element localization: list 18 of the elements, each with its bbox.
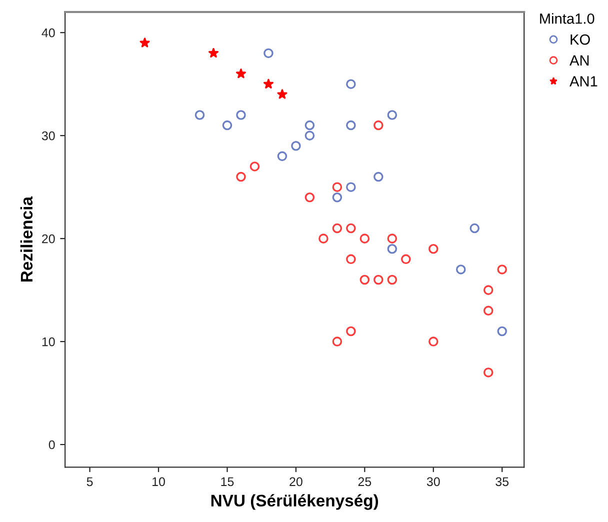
x-tick-label: 10: [152, 477, 165, 486]
x-tick-label: 5: [86, 477, 93, 486]
y-axis-title: Reziliencia: [20, 196, 33, 282]
x-tick-label: 15: [221, 477, 234, 486]
y-tick-label: 10: [42, 337, 55, 346]
y-tick-label: 30: [42, 131, 55, 140]
x-tick-label: 20: [290, 477, 302, 486]
legend-label: AN: [570, 55, 589, 66]
legend-label: KO: [570, 34, 590, 45]
x-tick-label: 35: [496, 477, 509, 486]
legend-title: Minta1.0: [540, 13, 594, 24]
x-tick-label: 30: [426, 477, 440, 486]
x-tick-label: 25: [358, 477, 372, 486]
y-tick-label: 0: [48, 440, 55, 450]
legend-label: AN1: [570, 76, 598, 86]
y-tick-label: 20: [42, 234, 55, 244]
y-tick-label: 40: [42, 28, 55, 38]
x-axis-title: NVU (Sérülékenység): [211, 494, 378, 510]
